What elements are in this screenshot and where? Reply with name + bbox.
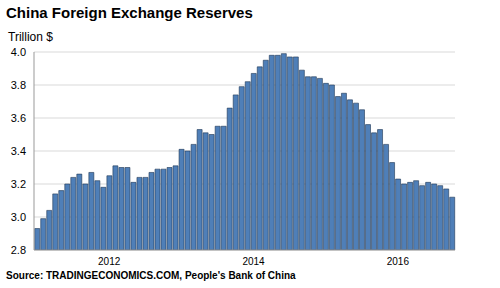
svg-text:3.4: 3.4 <box>11 145 26 157</box>
svg-text:2014: 2014 <box>242 256 265 267</box>
svg-text:3.6: 3.6 <box>11 112 26 124</box>
svg-text:4.0: 4.0 <box>11 46 26 58</box>
html-text:Trillion $: Trillion $ <box>8 30 53 44</box>
html-text:China Foreign Exchange Reserve: China Foreign Exchange Reserves <box>6 4 253 21</box>
svg-text:2016: 2016 <box>387 256 410 267</box>
svg-text:3.0: 3.0 <box>11 211 26 223</box>
svg-text:2012: 2012 <box>98 256 121 267</box>
svg-text:3.8: 3.8 <box>11 79 26 91</box>
svg-text:2.8: 2.8 <box>11 244 26 256</box>
svg-text:3.2: 3.2 <box>11 178 26 190</box>
html-text:Source: TRADINGECONOMICS.COM,: Source: TRADINGECONOMICS.COM, People's B… <box>6 270 296 281</box>
